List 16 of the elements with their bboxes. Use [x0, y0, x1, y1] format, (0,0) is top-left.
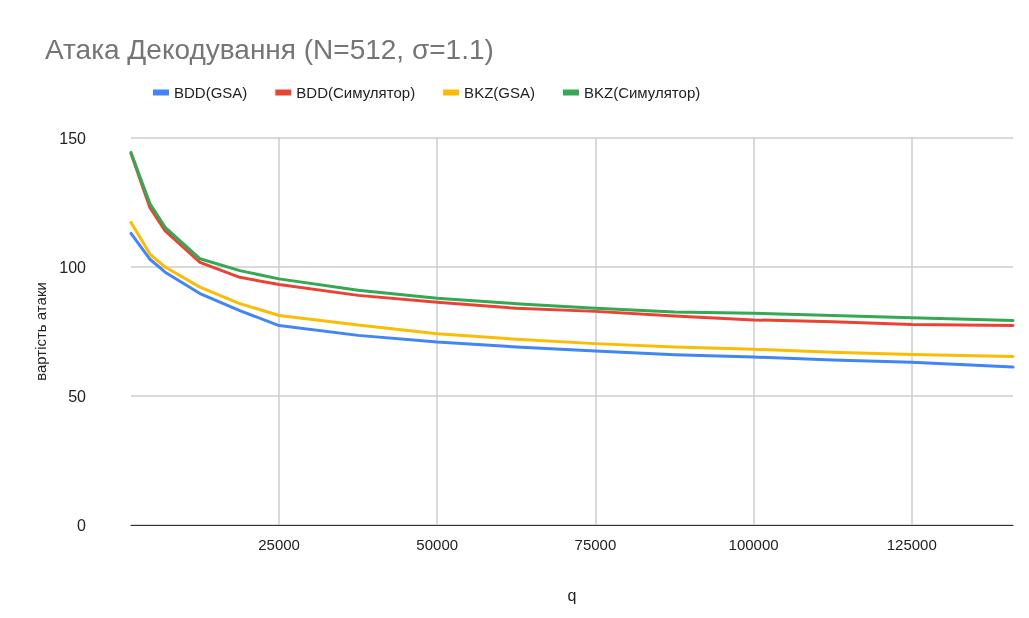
- x-tick-label: 75000: [574, 536, 617, 553]
- x-axis-title: q: [567, 586, 577, 604]
- x-tick-label: 100000: [728, 536, 779, 553]
- legend-label: BKZ(GSA): [464, 84, 535, 101]
- y-tick-label: 50: [68, 387, 87, 405]
- legend-label: BKZ(Симулятор): [583, 84, 701, 101]
- x-tick-label: 125000: [886, 536, 937, 553]
- y-tick-label: 150: [59, 129, 87, 147]
- legend-label: BDD(GSA): [174, 84, 248, 101]
- y-tick-label: 100: [59, 258, 87, 276]
- x-tick-label: 25000: [258, 536, 300, 553]
- x-tick-label: 50000: [416, 536, 459, 553]
- y-tick-label: 0: [77, 516, 87, 534]
- y-axis-title: вартість атаки: [32, 282, 50, 381]
- chart-title: Атака Декодування (N=512, σ=1.1): [45, 33, 494, 65]
- legend-label: BDD(Симулятор): [296, 84, 416, 101]
